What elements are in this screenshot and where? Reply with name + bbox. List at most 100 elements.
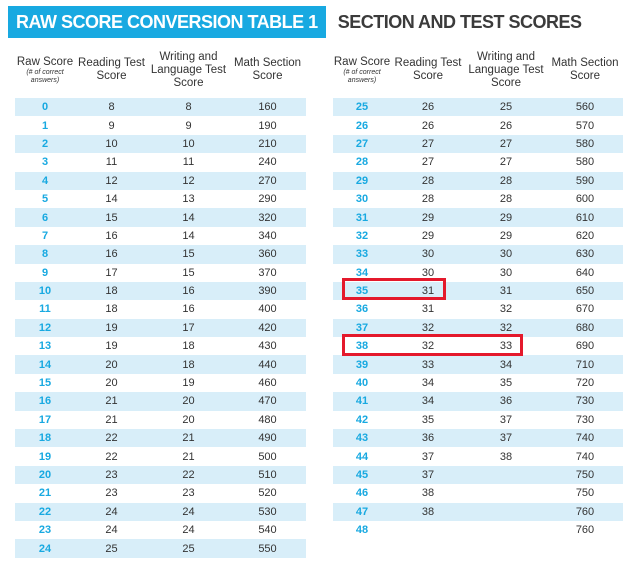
raw-score-cell: 28 [355,156,369,169]
math-score-cell: 290 [258,193,277,206]
raw-score-cell: 21 [38,487,52,500]
math-score-cell: 340 [258,229,277,242]
writing-score-cell: 38 [499,450,513,463]
writing-score-cell: 21 [182,450,195,463]
math-score-cell: 740 [575,432,595,445]
reading-score-cell: 22 [105,450,118,463]
raw-score-cell: 32 [355,229,369,242]
math-score-cell: 720 [575,377,595,390]
reading-score-cell: 20 [105,358,118,371]
reading-score-cell: 28 [421,174,435,187]
table-row: 21 23 23 520 [15,484,306,503]
reading-score-cell: 26 [421,119,435,132]
raw-score-cell: 34 [355,266,369,279]
math-score-cell: 540 [258,524,277,537]
reading-score-cell: 22 [105,432,118,445]
writing-score-cell: 17 [182,321,195,334]
math-score-cell: 690 [575,340,595,353]
header-math: Math Section Score [551,57,619,82]
math-score-cell: 590 [575,174,595,187]
table-row: 12 19 17 420 [15,318,306,338]
reading-score-cell: 9 [108,119,115,132]
reading-score-cell: 34 [421,377,435,390]
table-row: 8 16 15 360 [15,245,306,264]
raw-score-cell: 33 [355,248,369,261]
writing-score-cell: 16 [182,303,195,316]
reading-score-cell: 10 [105,137,118,150]
reading-score-cell: 16 [105,229,118,242]
header-raw-score-label: Raw Score [16,55,74,68]
table-row: 17 21 20 480 [15,410,306,430]
reading-score-cell: 21 [105,395,118,408]
table-row: 41 34 36 730 [333,392,623,411]
writing-score-cell: 13 [182,193,195,206]
raw-score-cell: 22 [38,505,52,518]
writing-score-cell: 14 [182,229,195,242]
raw-score-cell: 13 [38,340,52,353]
writing-score-cell: 16 [182,285,195,298]
writing-score-cell: 20 [182,395,195,408]
table-row: 9 17 15 370 [15,263,306,282]
raw-score-cell: 20 [38,469,52,481]
math-score-cell: 190 [258,119,277,132]
table-row: 35 31 31 650 [333,281,623,301]
writing-score-cell: 22 [182,469,195,481]
page-subtitle: SECTION AND TEST SCORES [337,11,582,32]
header-writing: Writing and Language Test Score [150,50,227,89]
reading-score-cell: 24 [105,524,118,537]
math-score-cell: 460 [258,377,277,390]
math-score-cell: 750 [575,487,595,500]
reading-score-cell: 12 [105,174,118,187]
table-row: 22 24 24 530 [15,502,306,521]
math-score-cell: 610 [575,211,595,224]
raw-score-cell: 18 [38,432,52,445]
reading-score-cell: 21 [105,413,118,426]
writing-score-cell: 12 [182,174,195,187]
table-row: 28 27 27 580 [333,153,623,172]
raw-score-cell: 37 [355,321,369,334]
reading-score-cell: 18 [105,303,118,316]
raw-score-cell: 41 [355,395,369,408]
table-row: 36 31 32 670 [333,300,623,319]
table-row: 19 22 21 500 [15,447,306,466]
table-row: 2 10 10 210 [15,134,306,154]
writing-score-cell: 28 [499,193,513,206]
reading-score-cell: 23 [105,469,118,481]
math-score-cell: 490 [258,432,277,445]
math-score-cell: 600 [575,193,595,206]
writing-score-cell: 31 [499,285,513,298]
math-score-cell: 640 [575,266,595,279]
page-title: RAW SCORE CONVERSION TABLE 1 [8,6,326,38]
reading-score-cell: 25 [105,542,118,555]
writing-score-cell: 10 [182,137,195,150]
raw-score-cell: 6 [41,211,49,224]
table-row: 18 22 21 490 [15,429,306,448]
table-row: 33 30 30 630 [333,245,623,264]
raw-score-cell: 23 [38,524,52,537]
reading-score-cell: 14 [105,193,118,206]
table-row: 40 34 35 720 [333,373,623,393]
math-score-cell: 570 [575,119,595,132]
reading-score-cell: 20 [105,377,118,390]
reading-score-cell: 31 [421,303,435,316]
raw-score-cell: 12 [38,321,52,334]
table-row: 24 25 25 550 [15,539,306,558]
writing-score-cell: 36 [499,395,513,408]
writing-score-cell [465,503,547,521]
table-row: 5 14 13 290 [15,189,306,209]
conversion-table-right: Raw Score (# of correct answers) Reading … [333,42,623,540]
header-reading: Reading Test Score [78,57,145,82]
raw-score-cell: 11 [39,303,51,316]
raw-score-cell: 47 [355,505,369,518]
writing-score-cell: 18 [182,340,195,353]
math-score-cell: 760 [575,505,595,518]
table-row: 31 29 29 610 [333,208,623,227]
math-score-cell: 730 [575,395,595,408]
reading-score-cell: 8 [108,101,115,114]
raw-score-cell: 29 [355,174,369,187]
table-row: 1 9 9 190 [15,116,306,135]
reading-score-cell: 27 [421,156,435,169]
math-score-cell: 390 [258,285,277,298]
math-score-cell: 730 [575,413,595,426]
writing-score-cell: 9 [185,119,192,132]
